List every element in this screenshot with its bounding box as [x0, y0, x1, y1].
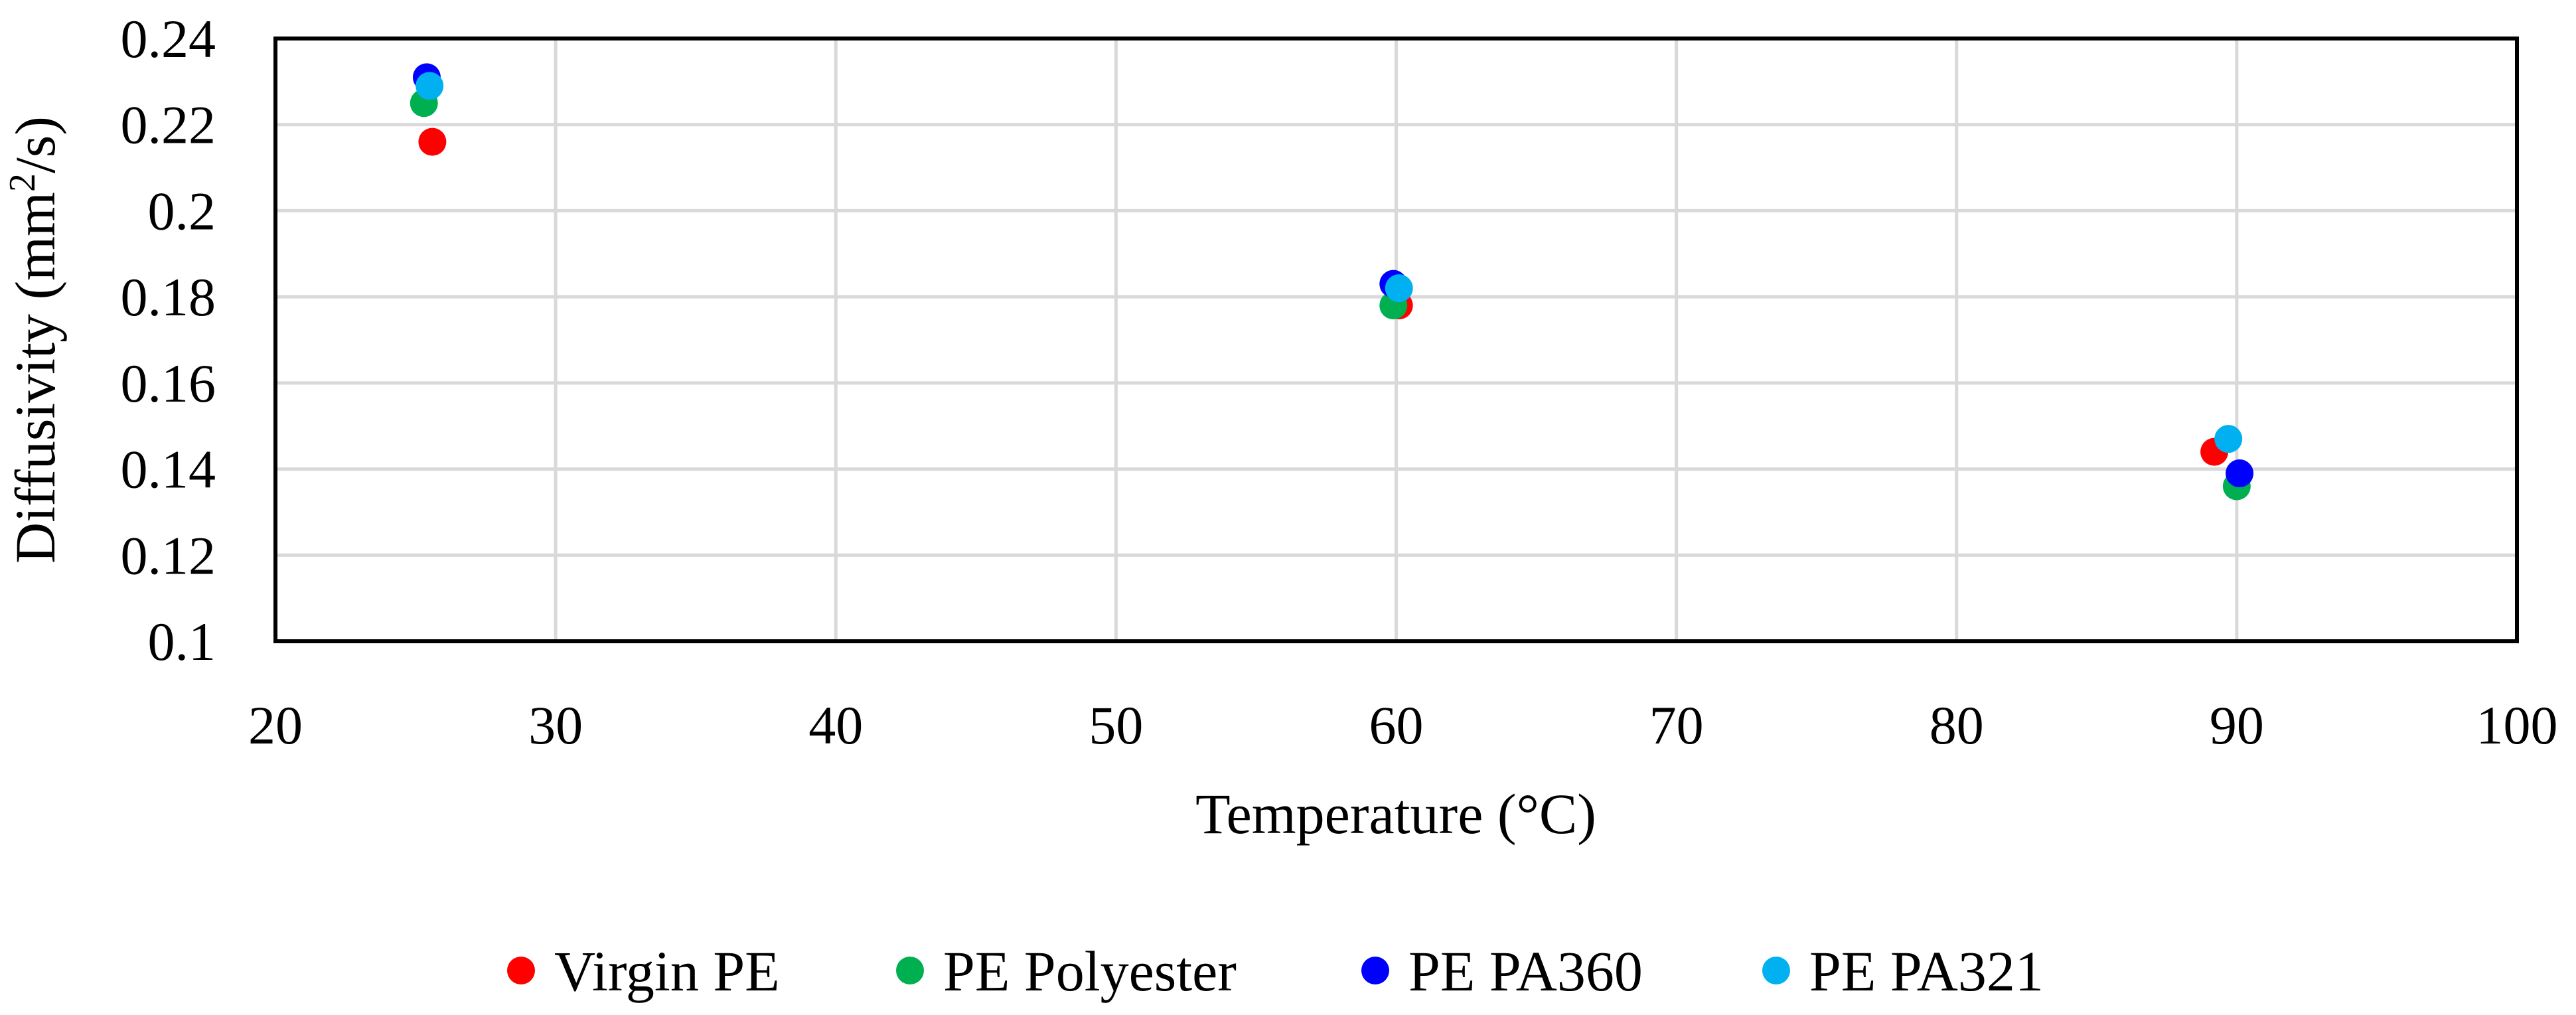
legend-marker-pe-pa360 [1361, 957, 1389, 984]
axis-ticks: 20 30 40 50 60 70 80 90 100 0.1 0.12 0.14 0.16 0.18 0.… [121, 9, 2558, 755]
x-tick-label: 100 [2476, 695, 2558, 755]
legend-marker-pe-pa321 [1762, 957, 1790, 984]
y-tick-label: 0.1 [148, 611, 216, 672]
data-points [410, 63, 2254, 501]
legend-label-pe-polyester: PE Polyester [943, 939, 1237, 1003]
y-tick-label: 0.2 [148, 181, 216, 241]
y-tick-label: 0.16 [121, 353, 216, 414]
y-tick-label: 0.14 [121, 439, 216, 500]
y-tick-label: 0.12 [121, 525, 216, 586]
data-point-pe-pa321 [416, 72, 444, 100]
data-point-pe-pa360 [2226, 459, 2254, 488]
x-tick-label: 90 [2210, 695, 2264, 755]
plot-area-border [273, 37, 2519, 643]
y-axis-title: Diffusivity (mm2/s) [2, 116, 67, 564]
y-axis-title-main: Diffusivity (mm [3, 192, 67, 564]
y-axis-title-superscript: 2 [2, 173, 43, 192]
data-point-pe-pa321 [1385, 274, 1413, 303]
x-tick-label: 80 [1930, 695, 1984, 755]
data-point-pe-pa321 [2214, 425, 2243, 453]
x-tick-label: 70 [1649, 695, 1704, 755]
y-tick-label: 0.18 [121, 267, 216, 327]
x-tick-label: 50 [1089, 695, 1143, 755]
legend-marker-virgin-pe [507, 957, 535, 984]
y-tick-label: 0.22 [121, 95, 216, 155]
x-tick-label: 40 [808, 695, 863, 755]
grid [273, 37, 2519, 643]
legend-label-virgin-pe: Virgin PE [554, 939, 780, 1003]
x-tick-label: 30 [528, 695, 583, 755]
legend-marker-pe-polyester [896, 957, 924, 984]
y-axis-title-tail: /s) [3, 116, 67, 173]
data-point-virgin-pe [418, 127, 447, 156]
legend-label-pe-pa360: PE PA360 [1408, 939, 1643, 1003]
legend: Virgin PE PE Polyester PE PA360 PE PA321 [507, 939, 2044, 1003]
x-tick-label: 60 [1369, 695, 1424, 755]
x-tick-label: 20 [248, 695, 303, 755]
x-axis-title: Temperature (°C) [1195, 782, 1596, 846]
legend-label-pe-pa321: PE PA321 [1809, 939, 2044, 1003]
y-tick-label: 0.24 [121, 9, 216, 69]
